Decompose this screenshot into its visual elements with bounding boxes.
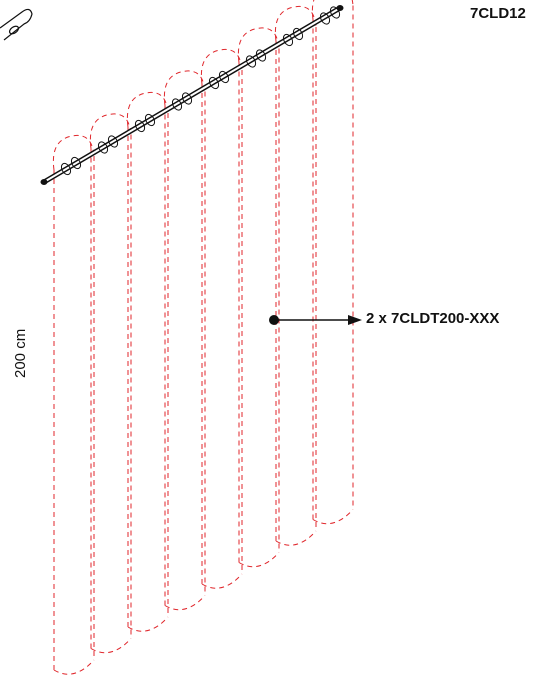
curtain-ring (70, 156, 82, 170)
curtain-ring (319, 12, 331, 25)
curtain-panels (52, 0, 354, 675)
curtain-ring (208, 76, 220, 90)
rod-end-cap (40, 179, 48, 185)
curtain-ring (134, 119, 146, 133)
curtain-ring (97, 141, 109, 154)
curtain-ring (181, 92, 193, 105)
curtain-fold (89, 113, 132, 654)
height-dimension-label: 200 cm (12, 328, 29, 378)
rod-end-detail (0, 8, 33, 41)
curtain-rings (60, 6, 341, 176)
product-code-label: 7CLD12 (470, 5, 526, 22)
curtain-fold (274, 5, 317, 546)
curtain-ring (107, 135, 119, 148)
curtain-fold (126, 91, 169, 632)
panel-callout-label: 2 x 7CLDT200-XXX (366, 310, 500, 327)
curtain-ring (171, 98, 183, 111)
curtain-fold (163, 70, 206, 611)
curtain-ring (292, 27, 304, 41)
curtain-ring (218, 70, 230, 84)
callout-arrow (269, 315, 362, 325)
curtain-fold (311, 0, 354, 525)
rod-end-cap (336, 5, 344, 11)
curtain-fold (52, 134, 95, 675)
curtain-ring (329, 6, 341, 19)
curtain-fold (237, 27, 280, 568)
curtain-rod (40, 5, 344, 185)
curtain-ring (245, 55, 257, 68)
curtain-ring (255, 49, 267, 62)
curtain-ring (60, 162, 72, 176)
curtain-ring (282, 33, 294, 47)
curtain-fold (200, 48, 243, 589)
curtain-ring (144, 113, 156, 127)
